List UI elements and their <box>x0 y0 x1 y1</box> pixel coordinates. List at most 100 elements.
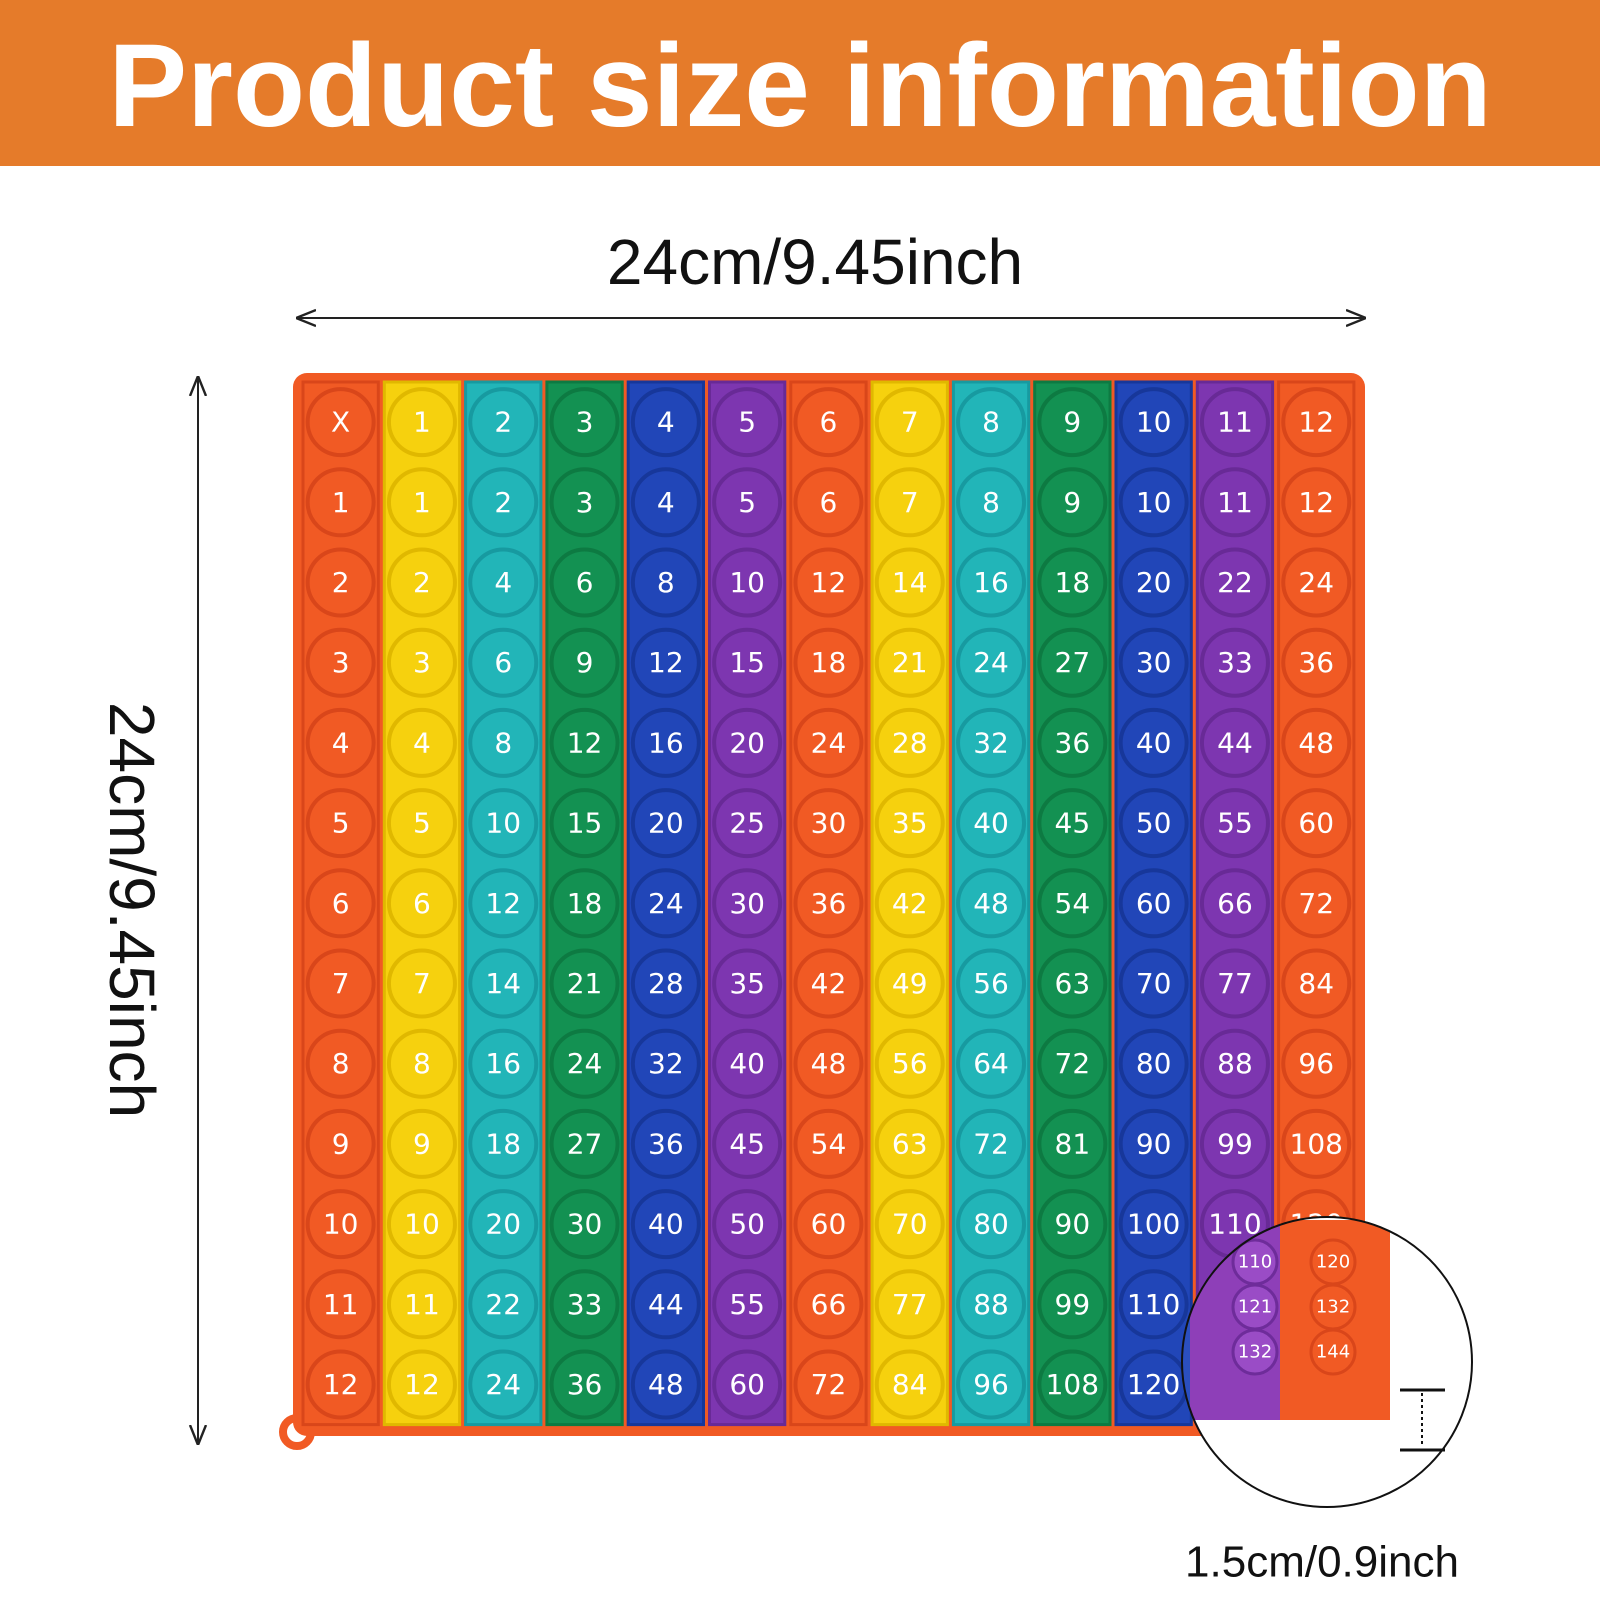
pop-bubble <box>549 1189 620 1260</box>
bubble-number: 88 <box>973 1288 1009 1321</box>
bubble-number: 35 <box>892 807 928 840</box>
height-label: 24cm/9.45inch <box>96 702 168 1118</box>
bubble-number: 36 <box>811 887 847 920</box>
bubble-number: 56 <box>973 967 1009 1000</box>
bubble-number: 66 <box>1217 887 1253 920</box>
pop-bubble <box>1118 1189 1189 1260</box>
bubble-number: 6 <box>332 887 350 920</box>
bubble-number: 9 <box>576 646 594 679</box>
bubble-number: 27 <box>1055 646 1091 679</box>
pop-bubble <box>1281 707 1352 778</box>
bubble-number: 32 <box>973 726 1009 759</box>
bubble-number: 27 <box>567 1127 603 1160</box>
pop-bubble <box>793 1269 864 1340</box>
pop-bubble <box>956 1349 1027 1420</box>
pop-bubble <box>712 1349 783 1420</box>
bubble-number: 9 <box>413 1127 431 1160</box>
bubble-number: 5 <box>738 486 756 519</box>
pop-bubble <box>712 467 783 538</box>
bubble-number: 5 <box>738 406 756 439</box>
bubble-number: 66 <box>811 1288 847 1321</box>
pop-bubble <box>793 387 864 458</box>
bubble-number: 100 <box>1127 1208 1180 1241</box>
pop-bubble <box>1281 1028 1352 1099</box>
pop-bubble <box>1037 788 1108 859</box>
pop-bubble <box>305 387 376 458</box>
bubble-number: 28 <box>648 967 684 1000</box>
pop-bubble <box>712 387 783 458</box>
bubble-number: 18 <box>811 646 847 679</box>
pop-bubble <box>956 1108 1027 1179</box>
pop-bubble <box>1037 1349 1108 1420</box>
bubble-number: 12 <box>648 646 684 679</box>
bubble-number: 18 <box>1055 566 1091 599</box>
pop-bubble <box>386 387 457 458</box>
pop-bubble <box>956 788 1027 859</box>
bubble-number: 8 <box>982 486 1000 519</box>
pop-bubble <box>956 868 1027 939</box>
bubble-number: 84 <box>1298 967 1334 1000</box>
board-loop <box>279 1414 315 1450</box>
width-label: 24cm/9.45inch <box>607 226 1023 298</box>
bubble-number: 10 <box>485 807 521 840</box>
bubble-number: 6 <box>576 566 594 599</box>
bubble-number: 64 <box>973 1047 1009 1080</box>
pop-bubble <box>386 467 457 538</box>
bubble-number: 80 <box>973 1208 1009 1241</box>
bubble-number: 30 <box>567 1208 603 1241</box>
bubble-number: 24 <box>973 646 1009 679</box>
pop-bubble <box>1118 1108 1189 1179</box>
pop-bubble <box>549 1349 620 1420</box>
bubble-number: 18 <box>567 887 603 920</box>
bubble-number: 10 <box>1136 486 1172 519</box>
bubble-number: 3 <box>332 646 350 679</box>
depth-label: 1.5cm/0.9inch <box>1185 1538 1459 1587</box>
bubble-number: 16 <box>973 566 1009 599</box>
pop-bubble <box>1199 1028 1270 1099</box>
pop-bubble <box>386 627 457 698</box>
bubble-number: 49 <box>892 967 928 1000</box>
pop-bubble <box>1199 387 1270 458</box>
pop-bubble <box>386 707 457 778</box>
pop-bubble <box>386 1349 457 1420</box>
pop-bubble <box>793 948 864 1019</box>
pop-bubble <box>874 547 945 618</box>
header-band <box>0 0 1600 166</box>
pop-bubble <box>1037 467 1108 538</box>
bubble-number: 2 <box>413 566 431 599</box>
pop-bubble <box>1037 1269 1108 1340</box>
pop-bubble <box>630 1189 701 1260</box>
pop-bubble <box>468 1349 539 1420</box>
bubble-number: 70 <box>1136 967 1172 1000</box>
bubble-number: 22 <box>1217 566 1253 599</box>
pop-bubble <box>793 788 864 859</box>
bubble-number: 30 <box>811 807 847 840</box>
bubble-number: 10 <box>323 1208 359 1241</box>
pop-bubble <box>712 1189 783 1260</box>
bubble-number: 30 <box>729 887 765 920</box>
bubble-number: 7 <box>332 967 350 1000</box>
pop-bubble <box>1199 1108 1270 1179</box>
pop-bubble <box>305 547 376 618</box>
bubble-number: 63 <box>1055 967 1091 1000</box>
bubble-number: 60 <box>1298 807 1334 840</box>
bubble-number: 12 <box>323 1368 359 1401</box>
pop-bubble <box>549 707 620 778</box>
bubble-number: 42 <box>892 887 928 920</box>
pop-bubble <box>793 1189 864 1260</box>
pop-bubble <box>1281 547 1352 618</box>
bubble-number: 72 <box>973 1127 1009 1160</box>
pop-bubble <box>630 1108 701 1179</box>
bubble-number: 10 <box>404 1208 440 1241</box>
bubble-number: 25 <box>729 807 765 840</box>
pop-bubble <box>1037 868 1108 939</box>
pop-bubble <box>1118 707 1189 778</box>
pop-bubble <box>386 868 457 939</box>
pop-bubble <box>712 788 783 859</box>
bubble-number: 77 <box>1217 967 1253 1000</box>
inset-number: 132 <box>1316 1297 1350 1318</box>
bubble-number: 24 <box>811 726 847 759</box>
bubble-number: 11 <box>1217 406 1253 439</box>
bubble-number: 120 <box>1127 1368 1180 1401</box>
bubble-number: 55 <box>1217 807 1253 840</box>
